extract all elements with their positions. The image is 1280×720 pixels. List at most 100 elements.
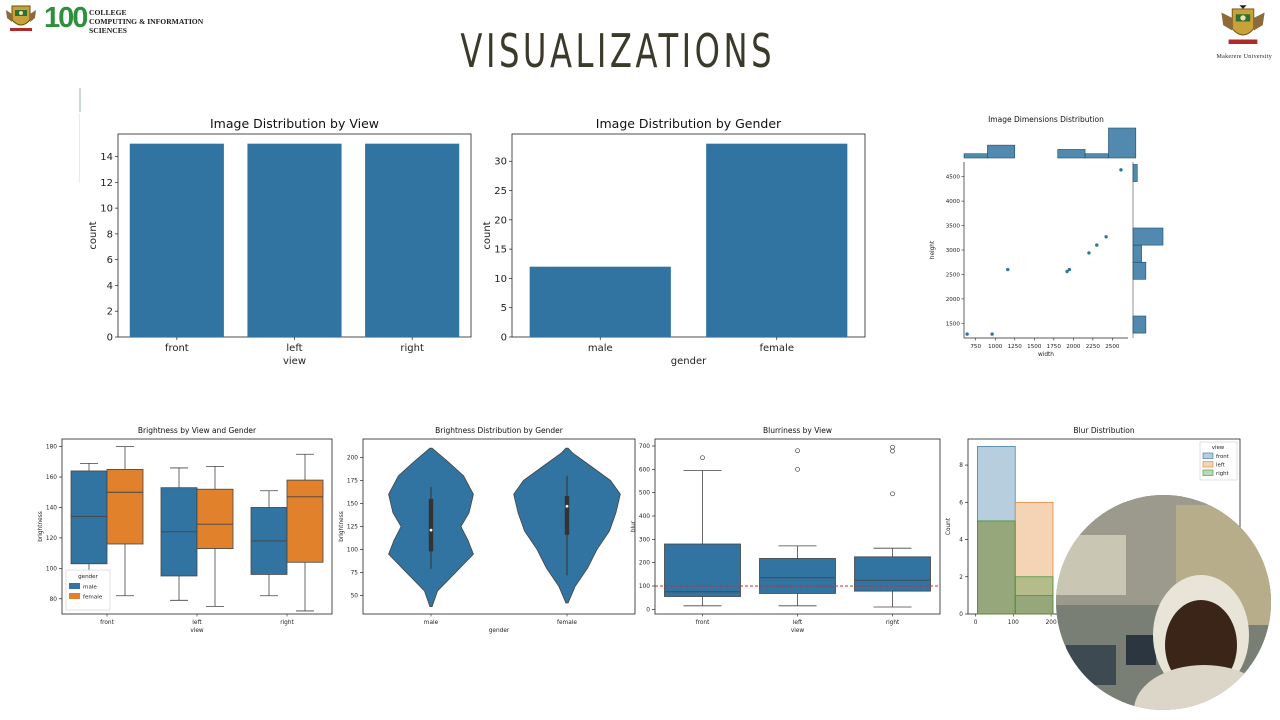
legend-title: gender — [78, 574, 99, 580]
y-tick-label: 140 — [46, 506, 57, 512]
y-axis-label: count — [88, 221, 99, 249]
violin-iqr — [428, 498, 434, 552]
y-tick-label: 0 — [107, 333, 113, 344]
scatter-point — [1067, 267, 1072, 272]
x-tick-label: 2500 — [1105, 344, 1120, 350]
x-tick-label: front — [696, 620, 711, 626]
legend-box — [1199, 441, 1238, 481]
y-tick-label: 75 — [351, 571, 359, 577]
chart-title: Blur Distribution — [1073, 426, 1134, 435]
scatter-point — [1065, 269, 1069, 274]
y-tick-label: 175 — [347, 478, 358, 484]
histogram-bar — [1014, 576, 1054, 615]
chart-title: Image Dimensions Distribution — [988, 115, 1104, 124]
y-axis-label: height — [930, 240, 936, 259]
outlier — [700, 455, 705, 461]
box — [106, 469, 144, 545]
y-tick-label: 5 — [501, 303, 507, 314]
legend-box — [65, 569, 111, 611]
x-tick-label: 1750 — [1047, 344, 1062, 350]
bar — [706, 143, 848, 337]
x-tick-label: 1500 — [1027, 344, 1042, 350]
x-tick-label: front — [165, 343, 189, 354]
bar — [365, 143, 460, 337]
y-tick-label: 0 — [646, 607, 650, 613]
box — [759, 558, 836, 594]
scatter-point — [1006, 267, 1010, 272]
box — [854, 556, 931, 592]
university-caption: Makerere University — [1216, 54, 1272, 60]
y-tick-label: 2 — [959, 575, 963, 581]
blurriness-box-chart: 0 100 200 300 400 500 600 700 Blurriness by View… — [631, 426, 941, 634]
y-tick-label: 50 — [351, 594, 359, 600]
y-tick-label: 100 — [639, 584, 650, 590]
chart-title: Blurriness by View — [763, 426, 832, 435]
legend-swatch — [1202, 461, 1214, 468]
legend-label: female — [83, 595, 103, 601]
college-name-line-1: COLLEGE — [89, 8, 127, 17]
chart-title: Image Distribution by View — [210, 116, 379, 131]
y-tick-label: 0 — [501, 333, 507, 344]
x-tick-label: female — [557, 620, 577, 626]
gender-bar-chart: 0 5 10 15 20 25 30 Image Distribution by Gender… — [482, 116, 866, 367]
y-tick-label: 120 — [46, 536, 57, 542]
y-tick-label: 15 — [494, 245, 507, 256]
marginal-bar-right — [1132, 164, 1138, 182]
y-tick-label: 180 — [46, 445, 57, 451]
marginal-bar-right — [1132, 315, 1147, 334]
y-tick-label: 10 — [100, 204, 113, 215]
blur-histogram-chart: 0 2 4 6 8 Blur Distribution Count 0 100 200 view fr… — [946, 426, 1241, 626]
x-tick-label: 100 — [1008, 620, 1019, 626]
box — [286, 479, 324, 563]
y-tick-label: 300 — [639, 537, 650, 543]
college-name: COLLEGE COMPUTING & INFORMATION SCIENCES — [89, 8, 203, 35]
histogram-bar — [977, 520, 1016, 615]
y-tick-label: 1500 — [946, 321, 961, 327]
scatter-point — [1095, 243, 1099, 247]
marginal-bar-right — [1132, 227, 1164, 246]
slide-marker — [79, 88, 81, 112]
outlier — [795, 448, 800, 454]
x-axis-label: view — [283, 356, 306, 367]
y-tick-label: 12 — [100, 178, 113, 189]
y-tick-label: 4000 — [946, 199, 961, 205]
x-tick-label: left — [793, 620, 803, 626]
marginal-bar-right — [1132, 261, 1147, 280]
view-bar-chart: 0 2 4 6 8 10 12 14 Image Distribution by View cou… — [88, 116, 472, 367]
x-tick-label: female — [760, 343, 794, 354]
bar — [129, 143, 224, 337]
chart-title: Brightness Distribution by Gender — [435, 426, 564, 435]
y-tick-label: 160 — [46, 475, 57, 481]
legend-swatch — [1202, 469, 1214, 476]
legend-label: front — [1216, 454, 1229, 460]
x-tick-label: 2000 — [1066, 344, 1081, 350]
y-tick-label: 100 — [347, 548, 358, 554]
outlier — [890, 444, 895, 450]
university-logo — [1212, 2, 1274, 64]
makerere-crest-icon — [1221, 5, 1265, 44]
scatter-point — [965, 332, 969, 336]
legend-swatch — [69, 593, 80, 599]
y-tick-label: 2500 — [946, 272, 961, 278]
chart-title: Brightness by View and Gender — [138, 426, 257, 435]
x-tick-label: front — [100, 620, 115, 626]
y-tick-label: 200 — [347, 455, 358, 461]
y-tick-label: 6 — [959, 500, 963, 506]
x-tick-label: male — [424, 620, 439, 626]
page-title-wrap: VISUALIZATIONS — [0, 24, 1236, 78]
y-axis-label: brightness — [38, 511, 44, 542]
legend-swatch — [69, 583, 80, 589]
x-tick-label: right — [886, 620, 900, 626]
marginal-bar-top — [1108, 127, 1137, 159]
scatter-point — [1104, 235, 1108, 239]
makerere-crest-icon — [6, 5, 36, 31]
y-tick-label: 14 — [100, 152, 113, 163]
y-tick-label: 6 — [107, 255, 113, 266]
plot-frame — [511, 133, 866, 338]
marginal-bar-top — [1057, 149, 1086, 159]
y-tick-label: 4 — [107, 281, 113, 292]
scatter-point — [1087, 251, 1091, 255]
x-axis-label: gender — [671, 356, 707, 367]
y-tick-label: 4500 — [946, 175, 961, 181]
x-tick-label: left — [286, 343, 302, 354]
